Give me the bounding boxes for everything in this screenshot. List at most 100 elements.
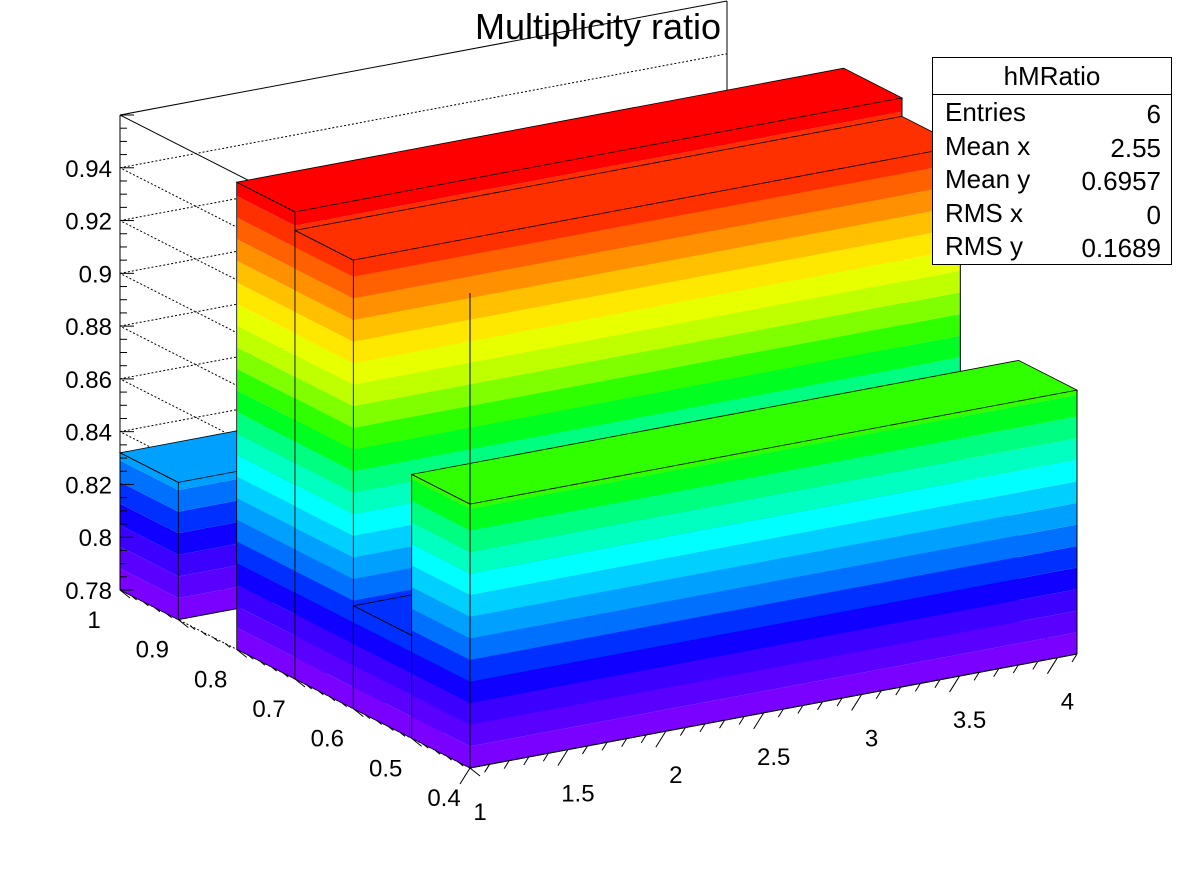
y-tick-label: 1 — [87, 607, 100, 634]
y-tick — [201, 631, 207, 636]
y-tick — [283, 672, 289, 678]
bar-band — [295, 398, 354, 450]
bar-band — [295, 419, 354, 472]
bar-band — [411, 565, 470, 617]
x-tick — [797, 705, 804, 714]
x-tick — [679, 727, 686, 736]
bar-band — [411, 544, 470, 596]
x-tick — [1071, 653, 1078, 663]
stats-label: Mean y — [945, 164, 1031, 194]
chart-title: Multiplicity ratio — [474, 6, 722, 47]
y-tick-label: 0.8 — [194, 666, 227, 693]
z-tick-label: 0.94 — [65, 156, 112, 183]
bar-band — [295, 376, 354, 428]
x-tick — [1046, 657, 1058, 674]
x-tick — [738, 716, 745, 725]
bar — [410, 359, 1079, 769]
x-tick — [459, 767, 471, 785]
bar-band — [236, 519, 295, 571]
y-tick — [178, 619, 189, 629]
bar-band — [236, 563, 295, 615]
x-tick — [655, 730, 667, 748]
bar-band — [236, 282, 295, 334]
stats-row-rms-x: RMS x 0 — [933, 196, 1171, 230]
bar-band — [236, 303, 295, 356]
y-tick — [341, 702, 347, 708]
stats-box-name: hMRatio — [933, 58, 1171, 95]
bar-band — [236, 606, 295, 658]
stats-label: Entries — [945, 97, 1026, 127]
stats-row-mean-y: Mean y 0.6957 — [933, 162, 1171, 196]
x-tick — [777, 708, 784, 718]
bar-band — [411, 652, 470, 704]
bar-band — [295, 230, 354, 277]
bar-band — [295, 506, 354, 558]
y-tick — [271, 666, 277, 672]
x-tick-label: 4 — [1061, 689, 1074, 716]
bar-band — [353, 643, 412, 696]
z-tick-label: 0.88 — [65, 314, 112, 341]
y-tick — [119, 589, 131, 599]
stats-label: Mean x — [945, 130, 1031, 161]
bar-band — [470, 394, 1077, 531]
y-tick — [213, 637, 219, 642]
bar-band — [295, 355, 354, 407]
stats-value: 0.6957 — [1081, 166, 1161, 196]
bar-band — [411, 673, 470, 725]
y-tick — [143, 601, 149, 607]
bar-band — [120, 452, 179, 491]
bar-band — [236, 541, 295, 593]
y-tick — [399, 732, 406, 737]
bar-band — [353, 227, 961, 364]
stats-label: RMS y — [945, 231, 1023, 261]
bar-band — [470, 416, 1077, 553]
back-wall-top-edge — [119, 0, 728, 116]
bar-band — [236, 498, 295, 550]
y-tick — [376, 720, 382, 725]
bar-band — [353, 249, 961, 385]
x-tick — [875, 690, 882, 700]
x-tick — [753, 712, 765, 730]
y-tick — [329, 696, 336, 702]
y-tick — [154, 607, 161, 613]
bar-band — [411, 630, 470, 682]
bar-band — [295, 463, 354, 515]
bar-band — [411, 608, 470, 660]
bar-band — [295, 571, 354, 623]
bar-band — [295, 247, 354, 299]
bar-band — [120, 568, 179, 620]
bar-band — [236, 455, 295, 507]
bar-band — [470, 546, 1077, 682]
bar-band — [411, 474, 470, 509]
y-tick — [364, 714, 371, 719]
x-tick-label: 1 — [473, 799, 486, 826]
stats-value: 6 — [1146, 99, 1161, 129]
bar-band — [353, 146, 961, 277]
bar-band — [470, 459, 1077, 596]
bar-band — [470, 481, 1077, 617]
bar-band — [353, 687, 412, 739]
bar-band — [411, 587, 470, 639]
z-tick-label: 0.92 — [65, 209, 112, 236]
bar-band — [470, 632, 1077, 768]
bar-band — [353, 162, 961, 299]
stats-row-rms-y: RMS y 0.1689 — [933, 229, 1171, 263]
bar-band — [353, 270, 961, 407]
bar-band — [236, 411, 295, 464]
bar-band — [353, 665, 412, 717]
bar-band — [470, 524, 1077, 660]
x-tick-label: 3.5 — [953, 707, 986, 734]
bar-band — [295, 97, 902, 226]
bar-band — [411, 500, 470, 553]
bar-band — [353, 206, 961, 342]
bar-band — [470, 610, 1077, 747]
bar-band — [120, 525, 179, 577]
bar-band — [236, 476, 295, 528]
bar-band — [353, 335, 961, 472]
x-tick — [523, 756, 530, 766]
bar-band — [295, 333, 354, 385]
bar-band — [295, 657, 354, 709]
bar-band — [236, 584, 295, 636]
stats-value: 0.1689 — [1081, 233, 1161, 263]
